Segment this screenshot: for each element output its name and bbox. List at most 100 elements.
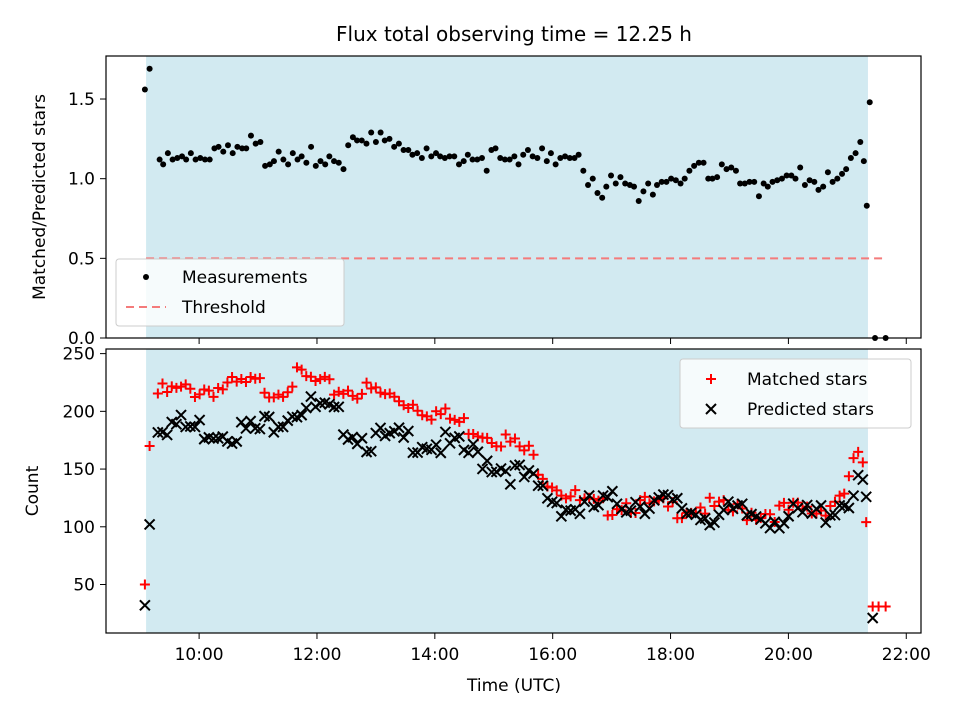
measurement-point bbox=[709, 175, 716, 182]
measurement-point bbox=[668, 175, 675, 182]
predicted-star-marker bbox=[796, 506, 809, 518]
matched-star-marker bbox=[287, 381, 298, 392]
matched-star-marker bbox=[700, 508, 711, 519]
predicted-star-marker bbox=[189, 421, 201, 433]
predicted-star-marker bbox=[435, 447, 447, 459]
predicted-star-marker bbox=[240, 422, 252, 435]
measurement-point bbox=[829, 178, 836, 185]
count-ytick-label: 250 bbox=[63, 345, 95, 365]
predicted-star-marker bbox=[139, 599, 151, 612]
measurement-point bbox=[358, 137, 365, 144]
measurement-point bbox=[386, 135, 393, 142]
measurement-point bbox=[843, 166, 850, 173]
count-xtick-label: 10:00 bbox=[175, 645, 224, 665]
measurement-point bbox=[543, 158, 550, 165]
matched-star-marker bbox=[440, 403, 451, 414]
predicted-star-marker bbox=[462, 447, 475, 459]
measurement-point bbox=[714, 174, 721, 181]
ratio-legend-box bbox=[115, 258, 345, 327]
predicted-star-marker bbox=[179, 421, 192, 433]
predicted-star-marker bbox=[175, 409, 187, 421]
matched-star-marker bbox=[426, 414, 437, 425]
predicted-star-marker bbox=[184, 420, 197, 433]
predicted-star-marker bbox=[263, 411, 275, 423]
predicted-star-marker bbox=[453, 430, 466, 443]
measurement-point bbox=[164, 150, 171, 157]
measurement-point bbox=[728, 164, 735, 171]
predicted-star-marker bbox=[356, 432, 368, 444]
measurement-point bbox=[474, 156, 481, 163]
measurement-point bbox=[746, 178, 753, 185]
measurement-point bbox=[247, 132, 254, 139]
measurement-point bbox=[774, 177, 781, 184]
matched-star-marker bbox=[315, 374, 326, 385]
matched-star-marker bbox=[551, 485, 562, 496]
matched-star-marker bbox=[861, 517, 872, 528]
measurement-point bbox=[141, 86, 148, 93]
predicted-star-marker bbox=[583, 489, 595, 502]
matched-star-marker bbox=[482, 432, 493, 443]
predicted-star-marker bbox=[481, 455, 493, 467]
predicted-star-marker bbox=[504, 478, 517, 491]
predicted-star-marker bbox=[333, 401, 345, 413]
predicted-star-marker bbox=[272, 421, 285, 433]
ratio-ytick-label: 0.0 bbox=[68, 329, 95, 349]
measurement-point bbox=[737, 180, 744, 187]
measurement-point bbox=[695, 159, 702, 166]
measurement-point bbox=[220, 148, 227, 155]
measurement-point bbox=[589, 175, 596, 182]
count-panel-frame bbox=[105, 348, 922, 634]
count-ytick-label: 200 bbox=[63, 402, 95, 422]
predicted-star-marker bbox=[801, 499, 813, 511]
measurement-point bbox=[691, 162, 698, 169]
predicted-star-marker bbox=[430, 438, 442, 451]
measurement-point bbox=[252, 140, 259, 147]
measurement-point bbox=[229, 150, 236, 157]
measurement-point bbox=[239, 145, 246, 152]
legend-matched-plus bbox=[706, 374, 716, 384]
predicted-star-marker bbox=[833, 499, 846, 512]
predicted-star-marker bbox=[578, 495, 591, 508]
measurement-point bbox=[797, 164, 804, 171]
measurement-point bbox=[760, 180, 767, 187]
measurement-point bbox=[663, 178, 670, 185]
matched-star-marker bbox=[245, 371, 256, 382]
measurement-point bbox=[603, 183, 610, 190]
predicted-star-marker bbox=[397, 431, 410, 444]
measurement-point bbox=[372, 139, 379, 146]
measurement-point bbox=[243, 145, 250, 152]
predicted-star-marker bbox=[527, 467, 540, 480]
predicted-star-marker bbox=[254, 423, 266, 435]
ratio-legend: Measurements Threshold bbox=[115, 258, 345, 327]
matched-star-marker bbox=[778, 497, 789, 508]
count-legend: Matched stars Predicted stars bbox=[679, 358, 912, 429]
matched-star-marker bbox=[435, 409, 446, 420]
measurement-point bbox=[539, 145, 546, 152]
matched-star-marker bbox=[166, 381, 177, 392]
count-ytick-label: 100 bbox=[63, 518, 95, 538]
matched-star-marker bbox=[412, 405, 423, 416]
predicted-star-marker bbox=[843, 502, 855, 514]
measurement-point bbox=[755, 193, 762, 200]
measurement-point bbox=[645, 180, 652, 187]
measurement-point bbox=[451, 153, 458, 160]
predicted-star-marker bbox=[207, 432, 220, 445]
count-ytick-label: 50 bbox=[73, 576, 95, 596]
matched-star-marker bbox=[496, 441, 507, 452]
predicted-star-marker bbox=[518, 471, 530, 483]
measurement-point bbox=[501, 156, 508, 163]
matched-star-marker bbox=[139, 579, 150, 590]
measurement-point bbox=[437, 153, 444, 160]
measurement-point bbox=[441, 154, 448, 161]
predicted-star-marker bbox=[286, 411, 299, 423]
matched-star-marker bbox=[366, 383, 377, 394]
measurement-point bbox=[187, 150, 194, 157]
measurement-point bbox=[820, 183, 827, 190]
measurement-point bbox=[524, 147, 531, 153]
measurement-point bbox=[169, 156, 176, 163]
measurement-point bbox=[275, 148, 282, 155]
predicted-star-marker bbox=[643, 502, 656, 515]
measurement-point bbox=[395, 140, 402, 147]
predicted-star-marker bbox=[857, 473, 869, 486]
predicted-star-marker bbox=[407, 446, 419, 459]
